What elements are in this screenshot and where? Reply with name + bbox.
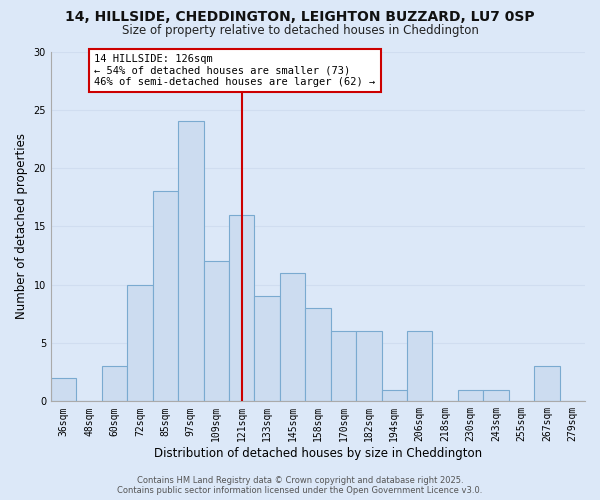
- Bar: [229, 215, 254, 402]
- Text: 14 HILLSIDE: 126sqm
← 54% of detached houses are smaller (73)
46% of semi-detach: 14 HILLSIDE: 126sqm ← 54% of detached ho…: [94, 54, 376, 87]
- Y-axis label: Number of detached properties: Number of detached properties: [15, 134, 28, 320]
- Bar: [356, 332, 382, 402]
- Bar: [305, 308, 331, 402]
- Text: 14, HILLSIDE, CHEDDINGTON, LEIGHTON BUZZARD, LU7 0SP: 14, HILLSIDE, CHEDDINGTON, LEIGHTON BUZZ…: [65, 10, 535, 24]
- Bar: [178, 122, 203, 402]
- Bar: [280, 273, 305, 402]
- Bar: [382, 390, 407, 402]
- Bar: [534, 366, 560, 402]
- Bar: [51, 378, 76, 402]
- X-axis label: Distribution of detached houses by size in Cheddington: Distribution of detached houses by size …: [154, 447, 482, 460]
- Bar: [152, 192, 178, 402]
- Bar: [254, 296, 280, 402]
- Bar: [407, 332, 433, 402]
- Bar: [483, 390, 509, 402]
- Bar: [203, 262, 229, 402]
- Bar: [458, 390, 483, 402]
- Text: Size of property relative to detached houses in Cheddington: Size of property relative to detached ho…: [122, 24, 478, 37]
- Bar: [127, 284, 152, 402]
- Text: Contains HM Land Registry data © Crown copyright and database right 2025.
Contai: Contains HM Land Registry data © Crown c…: [118, 476, 482, 495]
- Bar: [102, 366, 127, 402]
- Bar: [331, 332, 356, 402]
